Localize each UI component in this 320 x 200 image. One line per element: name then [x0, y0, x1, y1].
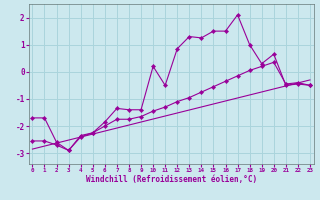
X-axis label: Windchill (Refroidissement éolien,°C): Windchill (Refroidissement éolien,°C)	[86, 175, 257, 184]
